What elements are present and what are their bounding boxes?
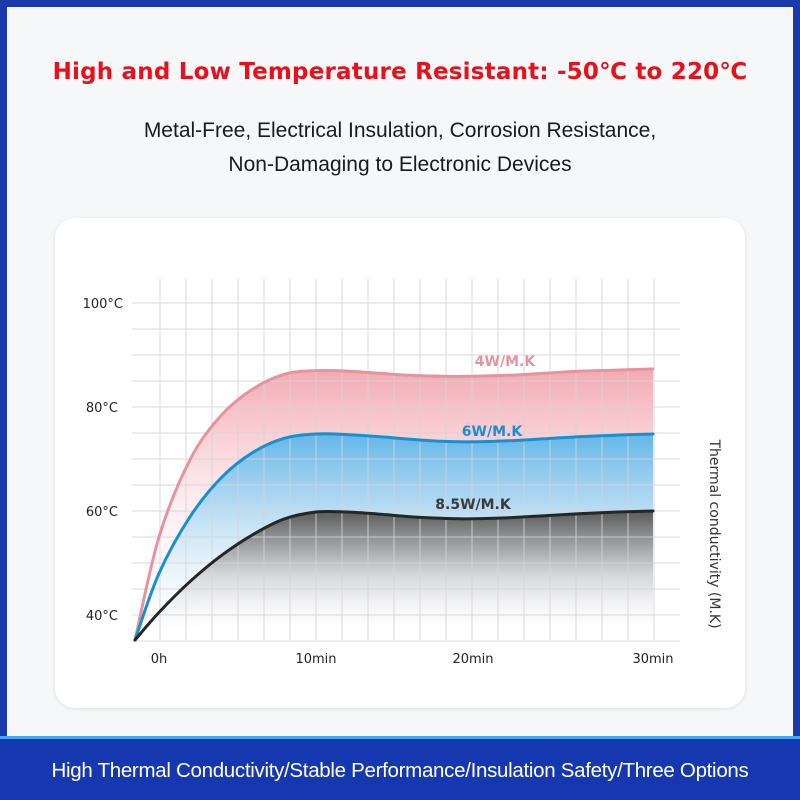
subtitle-line-1: Metal-Free, Electrical Insulation, Corro… xyxy=(143,119,657,142)
footer-banner: High Thermal Conductivity/Stable Perform… xyxy=(0,736,800,800)
x-tick-20min: 20min xyxy=(452,652,493,667)
y-tick-80: 80°C xyxy=(86,401,118,416)
series-label-8-5w: 8.5W/M.K xyxy=(435,497,512,513)
subtitle-line-2: Non-Damaging to Electronic Devices xyxy=(228,153,572,176)
series-line-4w xyxy=(133,367,655,642)
series-label-4w: 4W/M.K xyxy=(475,354,537,370)
footer-banner-text: High Thermal Conductivity/Stable Perform… xyxy=(51,759,749,782)
headline: High and Low Temperature Resistant: -50℃… xyxy=(52,59,748,85)
right-axis-label: Thermal conductivity (M.K) xyxy=(706,438,722,628)
series-line-8-5w xyxy=(133,509,655,642)
x-tick-0h: 0h xyxy=(151,652,168,667)
x-tick-10min: 10min xyxy=(295,652,336,667)
series-label-6w: 6W/M.K xyxy=(462,424,524,440)
series-lines xyxy=(133,367,655,642)
chart-grid xyxy=(132,279,680,642)
y-tick-100: 100°C xyxy=(83,297,123,312)
x-tick-30min: 30min xyxy=(632,652,673,667)
series-line-6w xyxy=(133,432,655,642)
y-tick-40: 40°C xyxy=(86,609,118,624)
y-tick-60: 60°C xyxy=(86,505,118,520)
